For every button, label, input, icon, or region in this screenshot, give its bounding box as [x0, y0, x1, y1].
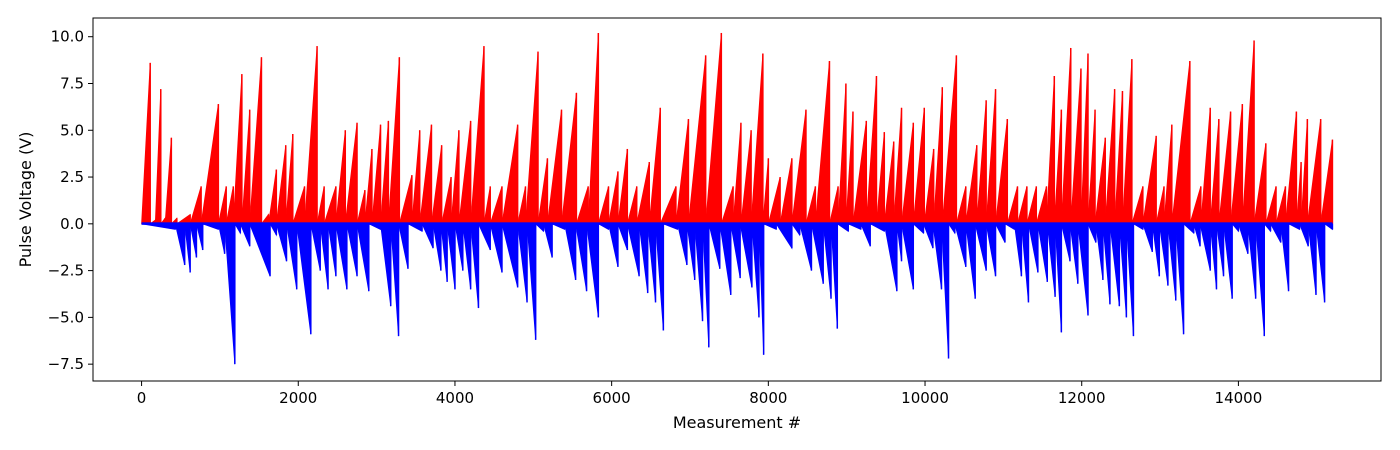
y-tick-label: 2.5 — [60, 168, 84, 186]
x-tick-label: 4000 — [436, 389, 474, 407]
x-tick-label: 12000 — [1058, 389, 1106, 407]
x-tick-label: 10000 — [901, 389, 949, 407]
x-axis-label: Measurement # — [673, 413, 801, 432]
y-tick-label: −7.5 — [48, 355, 84, 373]
x-tick-label: 0 — [137, 389, 147, 407]
y-tick-label: −2.5 — [48, 262, 84, 280]
x-tick-label: 14000 — [1215, 389, 1263, 407]
x-axis: 0 2000 4000 6000 8000 10000 12000 14000 — [137, 381, 1262, 407]
x-tick-label: 6000 — [593, 389, 631, 407]
y-tick-label: 0.0 — [60, 215, 84, 233]
x-tick-label: 8000 — [749, 389, 787, 407]
y-axis-label: Pulse Voltage (V) — [16, 132, 35, 268]
y-tick-label: 10.0 — [51, 28, 84, 46]
y-tick-label: 7.5 — [60, 74, 84, 92]
zero-baseline-bars — [141, 222, 1333, 225]
y-tick-label: −5.0 — [48, 308, 84, 326]
y-axis: −7.5 −5.0 −2.5 0.0 2.5 5.0 7.5 10.0 — [48, 28, 93, 373]
y-tick-label: 5.0 — [60, 121, 84, 139]
bars-layer — [141, 32, 1334, 365]
x-tick-label: 2000 — [279, 389, 317, 407]
plot-frame — [92, 17, 1382, 382]
